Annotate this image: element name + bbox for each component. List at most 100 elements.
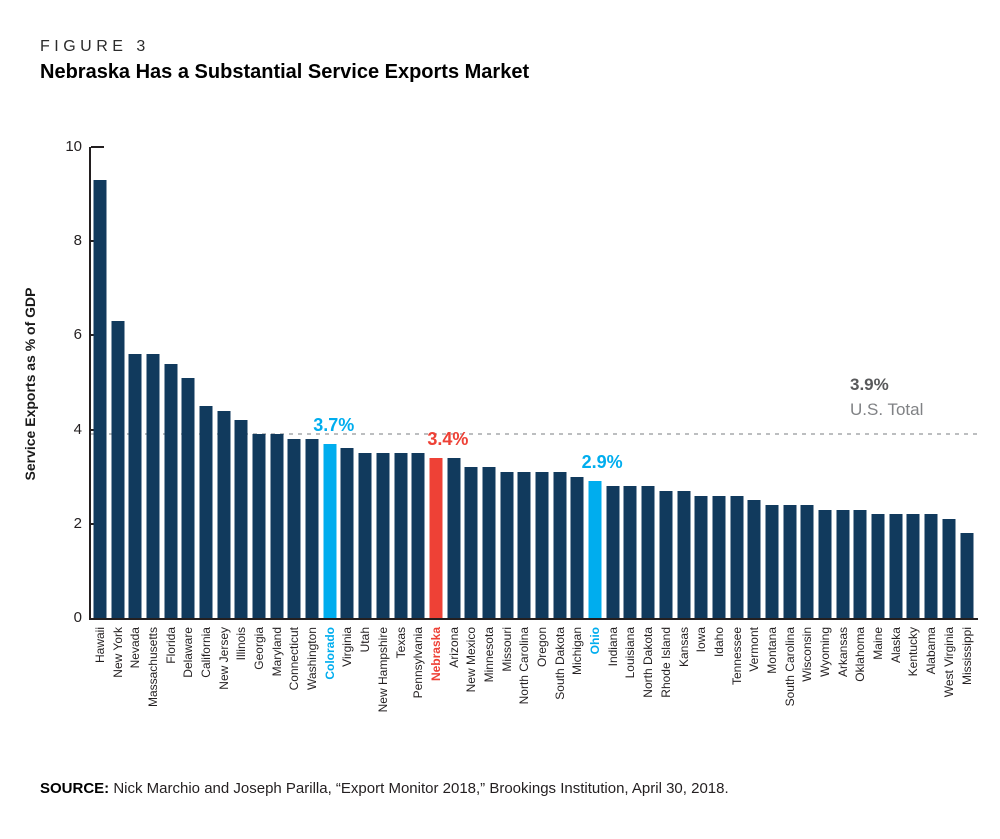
x-axis-label: Delaware	[181, 627, 196, 678]
x-axis-label: Ohio	[588, 627, 603, 655]
bar-column	[799, 147, 817, 618]
x-axis-label: North Carolina	[517, 627, 532, 705]
bar-column	[639, 147, 657, 618]
x-axis-label: Connecticut	[287, 627, 302, 691]
x-axis-label-cell: Arizona	[445, 627, 463, 792]
x-axis-label-cell: North Carolina	[516, 627, 534, 792]
x-axis-label-cell: South Dakota	[551, 627, 569, 792]
x-axis-label: Alaska	[888, 627, 903, 664]
x-axis-label-cell: Illinois	[233, 627, 251, 792]
x-axis-label: Maine	[871, 627, 886, 660]
bar-column	[126, 147, 144, 618]
x-axis-label-cell: Pennsylvania	[409, 627, 427, 792]
bar-column	[834, 147, 852, 618]
bar-column: 3.4%	[427, 147, 468, 618]
x-axis-label-cell: Wisconsin	[799, 627, 817, 792]
x-axis-label: Vermont	[747, 627, 762, 672]
x-axis-label: Arkansas	[835, 627, 850, 678]
bar	[252, 434, 266, 618]
x-axis-label-cell: Indiana	[604, 627, 622, 792]
bar-column	[445, 147, 463, 618]
x-axis-label: Missouri	[499, 627, 514, 672]
bar	[394, 453, 408, 618]
bar	[181, 377, 195, 618]
bar	[871, 514, 885, 618]
x-axis-label-cell: Alabama	[922, 627, 940, 792]
bar-column	[215, 147, 233, 618]
x-axis-label-cell: Maine	[869, 627, 887, 792]
y-axis-line	[89, 147, 91, 620]
us-total-label: 3.9% U.S. Total	[850, 372, 923, 422]
bar	[836, 509, 850, 618]
source-prefix: SOURCE:	[40, 780, 110, 797]
bar-column	[462, 147, 480, 618]
x-axis-label: Idaho	[711, 627, 726, 658]
bar	[340, 448, 354, 618]
bar-column	[745, 147, 763, 618]
bar	[606, 486, 620, 618]
x-axis-label-cell: New Hampshire	[374, 627, 392, 792]
bar	[800, 504, 814, 618]
y-tick-label: 2	[73, 514, 82, 532]
x-axis-label-cell: Utah	[356, 627, 374, 792]
bar-column	[905, 147, 923, 618]
x-axis-label-cell: Florida	[162, 627, 180, 792]
x-axis-label: Virginia	[340, 627, 355, 667]
bar-column	[197, 147, 215, 618]
bar-value-callout: 3.4%	[427, 428, 469, 449]
x-axis-label-cell: Kansas	[675, 627, 693, 792]
bar	[535, 472, 549, 618]
x-axis-label: North Dakota	[641, 627, 656, 698]
x-axis-label: Wyoming	[818, 627, 833, 677]
x-axis-label: Wisconsin	[800, 627, 815, 682]
x-axis-label-cell: Texas	[392, 627, 410, 792]
bar	[164, 363, 178, 618]
x-axis-label: Maryland	[269, 627, 284, 677]
bar-column	[816, 147, 834, 618]
bar-column	[852, 147, 870, 618]
us-total-reference-line	[91, 433, 978, 436]
bar	[146, 354, 160, 618]
y-tick-label: 10	[65, 138, 82, 155]
bar	[712, 495, 726, 618]
bar-column	[763, 147, 781, 618]
bar-value-callout: 2.9%	[581, 452, 623, 473]
x-axis-label: Minnesota	[481, 627, 496, 683]
bars-row: 3.7% 3.4% 2.9%	[91, 147, 975, 618]
bar-column	[356, 147, 374, 618]
bar	[111, 321, 125, 618]
bar	[376, 453, 390, 618]
bar	[623, 486, 637, 618]
x-axis-label: Rhode Island	[658, 627, 673, 698]
x-axis-label-cell: Ohio	[586, 627, 604, 792]
x-axis-label: Nevada	[128, 627, 143, 669]
bar-chart: Service Exports as % of GDP 0 2 4 6 8 10 3.9%…	[22, 138, 978, 792]
bar	[818, 509, 832, 618]
bar	[305, 439, 319, 618]
bar-column	[162, 147, 180, 618]
bar-column	[91, 147, 109, 618]
x-axis-label-cell: Missouri	[498, 627, 516, 792]
bar-column	[374, 147, 392, 618]
x-axis-label-cell: Michigan	[569, 627, 587, 792]
bar-column	[533, 147, 551, 618]
x-axis-label: Oklahoma	[853, 627, 868, 682]
x-axis-label-cell: Nebraska	[427, 627, 445, 792]
bar-column	[303, 147, 321, 618]
bar-column: 2.9%	[582, 147, 623, 618]
bar	[323, 443, 337, 618]
x-axis-label-cell: Georgia	[250, 627, 268, 792]
figure-title: Nebraska Has a Substantial Service Expor…	[40, 61, 530, 83]
bar	[517, 472, 531, 618]
x-axis-label: Pennsylvania	[411, 627, 426, 699]
bar-column	[569, 147, 587, 618]
x-axis-label: Tennessee	[729, 627, 744, 686]
bar-column	[268, 147, 286, 618]
bar-column	[604, 147, 622, 618]
bar-column	[781, 147, 799, 618]
x-axis-label-cell: Tennessee	[728, 627, 746, 792]
x-axis-label-cell: West Virginia	[940, 627, 958, 792]
bar	[287, 439, 301, 618]
x-axis-label: Michigan	[570, 627, 585, 676]
bar-column	[339, 147, 357, 618]
